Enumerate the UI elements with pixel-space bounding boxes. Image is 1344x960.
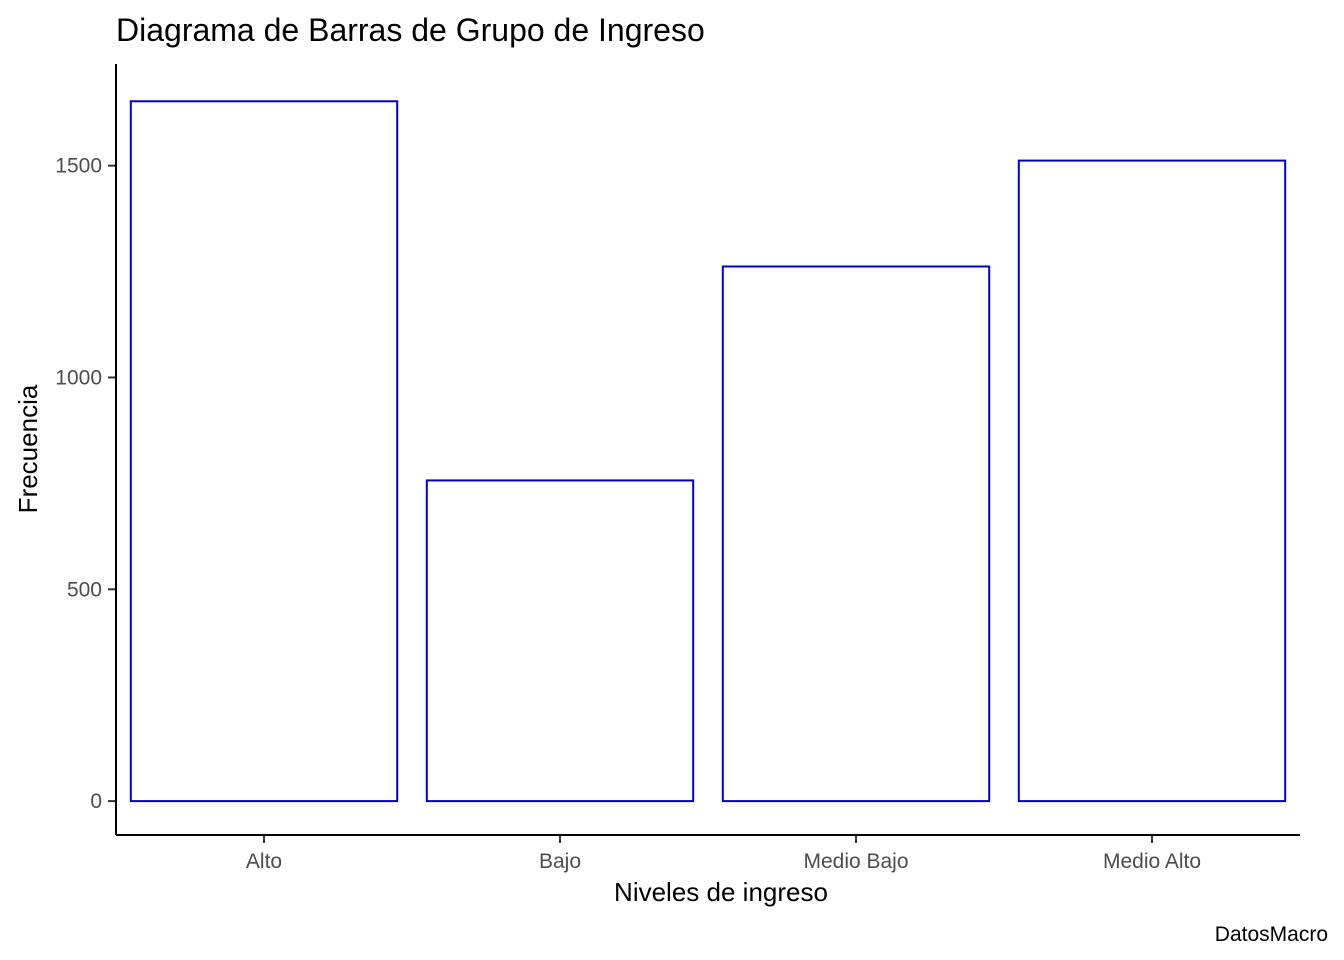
x-tick-label: Medio Bajo xyxy=(803,850,908,873)
chart-title: Diagrama de Barras de Grupo de Ingreso xyxy=(116,12,705,48)
bar-medio-alto xyxy=(1017,159,1287,803)
bar-bajo xyxy=(425,479,695,803)
bar-medio-bajo xyxy=(721,265,991,803)
y-axis: 0 500 1000 1500 xyxy=(55,64,117,835)
bar-alto xyxy=(129,100,399,803)
x-axis: Alto Bajo Medio Bajo Medio Alto xyxy=(116,834,1300,873)
bars-group xyxy=(129,100,1287,803)
x-tick-label: Bajo xyxy=(539,850,581,873)
y-tick-label: 1500 xyxy=(55,155,102,178)
y-tick-label: 500 xyxy=(67,578,102,601)
y-tick-label: 0 xyxy=(90,790,102,813)
x-axis-title: Niveles de ingreso xyxy=(614,877,828,907)
x-tick-label: Medio Alto xyxy=(1103,850,1201,873)
y-axis-title: Frecuencia xyxy=(13,384,43,513)
x-tick-label: Alto xyxy=(246,850,282,873)
y-tick-label: 1000 xyxy=(55,366,102,389)
chart-caption: DatosMacro xyxy=(1215,923,1328,946)
